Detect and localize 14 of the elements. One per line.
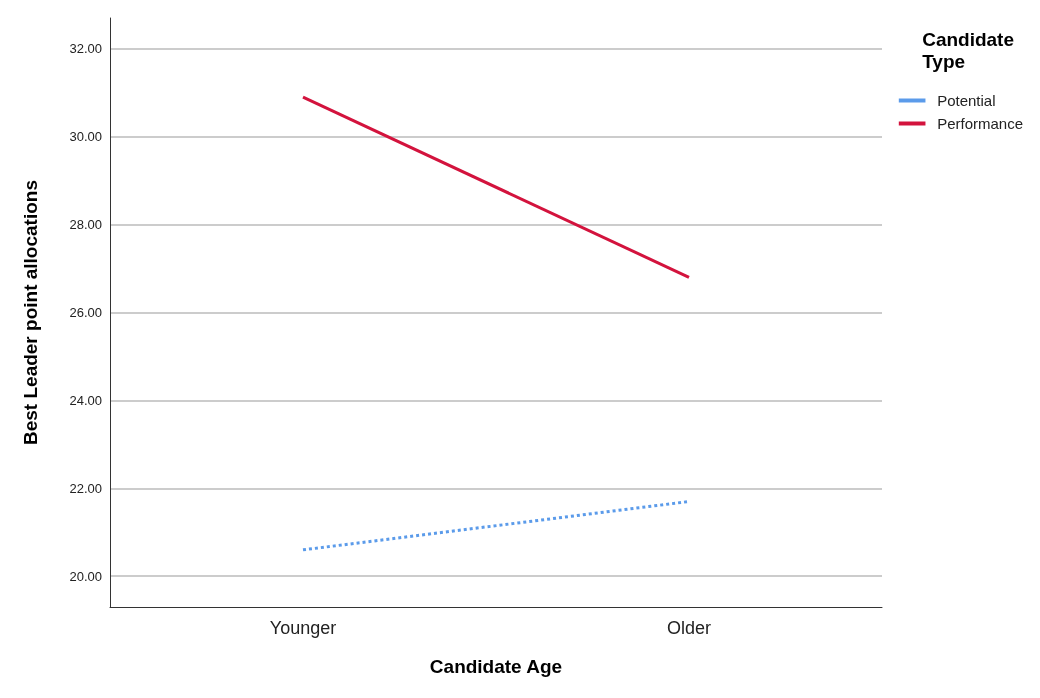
y-tick-label: 20.00 bbox=[69, 568, 102, 584]
y-tick-label: 26.00 bbox=[69, 305, 102, 320]
x-tick-label: Younger bbox=[269, 618, 337, 638]
y-tick-label: 32.00 bbox=[69, 41, 102, 57]
legend-label: Performance bbox=[937, 115, 1024, 132]
legend-label: Potential bbox=[937, 92, 996, 109]
x-tick-label: Older bbox=[666, 618, 712, 638]
y-axis-title: Best Leader point allocations bbox=[20, 180, 41, 445]
y-tick-label: 28.00 bbox=[69, 217, 102, 233]
y-tick-label: 30.00 bbox=[69, 129, 102, 145]
y-tick-label: 22.00 bbox=[69, 480, 102, 496]
x-axis-title: Candidate Age bbox=[429, 656, 563, 677]
legend-title: Candidate Type bbox=[922, 28, 1015, 72]
y-tick-label: 24.00 bbox=[69, 392, 102, 408]
